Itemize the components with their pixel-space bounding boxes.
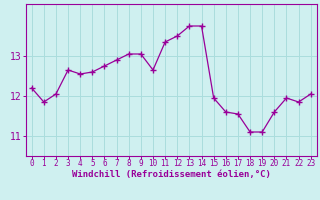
- X-axis label: Windchill (Refroidissement éolien,°C): Windchill (Refroidissement éolien,°C): [72, 170, 271, 179]
